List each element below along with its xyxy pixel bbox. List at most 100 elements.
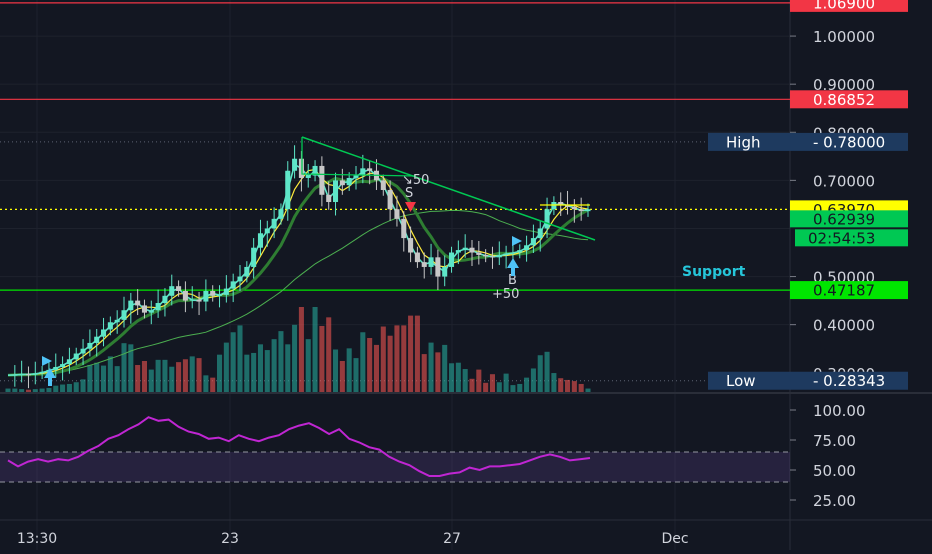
low-label-value: - 0.28343 <box>813 372 885 390</box>
candle-body <box>408 238 414 253</box>
volume-bar <box>53 385 59 392</box>
countdown-label: 02:54:53 <box>808 229 875 247</box>
volume-bar <box>319 325 325 392</box>
oscillator-line <box>7 416 591 477</box>
candle-body <box>442 266 448 277</box>
volume-bar <box>524 377 530 392</box>
candle-body <box>80 348 86 354</box>
volume-bar <box>5 388 11 392</box>
candle-body <box>503 253 509 255</box>
ma-label-bg <box>790 210 908 228</box>
oscillator-band <box>0 452 790 482</box>
sell-label: S <box>405 186 413 201</box>
candle-body <box>182 290 188 301</box>
volume-bar <box>442 344 448 392</box>
volume-bar <box>196 358 202 392</box>
osc-tick-label: 50.00 <box>813 462 856 480</box>
candle-body <box>455 250 461 253</box>
candle-body <box>162 295 168 304</box>
volume-bar <box>517 383 523 392</box>
volume-bar <box>373 344 379 392</box>
ma-fast-line <box>7 168 589 376</box>
candle-body <box>496 254 502 258</box>
candle-body <box>39 371 45 374</box>
candle-body <box>544 209 550 229</box>
sell-arrow-icon <box>405 202 416 212</box>
candle-body <box>121 310 127 320</box>
candle-body <box>203 290 209 302</box>
volume-bar <box>162 359 168 392</box>
candle-body <box>53 366 59 370</box>
volume-bar <box>530 368 536 392</box>
candle-body <box>285 170 291 210</box>
support-label: Support <box>682 264 746 280</box>
volume-bar <box>46 387 52 392</box>
level-label-mid: 0.86852 <box>813 91 875 109</box>
volume-bar <box>476 369 482 392</box>
volume-bar <box>87 365 93 392</box>
buy-qty: +50 <box>492 287 519 302</box>
candle-body <box>339 180 345 186</box>
candle-body <box>19 374 25 376</box>
volume-bar <box>394 325 400 392</box>
volume-bar <box>312 307 318 392</box>
candles <box>12 145 591 389</box>
volume-bar <box>176 362 182 392</box>
volume-bar <box>223 342 229 392</box>
volume-bar <box>285 344 291 392</box>
level-label-top: 1.06900 <box>813 0 875 12</box>
candle-body <box>380 180 386 190</box>
candle-body <box>510 252 516 254</box>
volume-bar <box>278 331 284 392</box>
candle-body <box>141 305 147 313</box>
candle-body <box>421 262 427 267</box>
candle-body <box>414 252 420 263</box>
price-tick-label: 0.40000 <box>813 317 875 335</box>
price-tick-label: 1.00000 <box>813 28 875 46</box>
price-tick-label: 0.90000 <box>813 76 875 94</box>
buy-label: B <box>508 273 517 288</box>
candle-body <box>524 245 530 251</box>
candle-body <box>60 364 66 367</box>
candle-body <box>257 233 263 248</box>
candle-body <box>135 300 141 306</box>
candle-body <box>169 286 175 296</box>
candle-body <box>230 281 236 289</box>
volume-bar <box>203 375 209 392</box>
candle-body <box>189 299 195 301</box>
volume-bar <box>32 389 38 392</box>
candle-body <box>565 204 571 207</box>
volume-bar <box>244 354 250 392</box>
volume-bar <box>271 339 277 392</box>
volume-bar <box>73 382 79 392</box>
countdown-bg <box>795 229 908 247</box>
candle-body <box>333 180 339 203</box>
volume-bar <box>578 383 584 392</box>
volume-bar <box>401 325 407 392</box>
volume-bar <box>298 307 304 392</box>
candle-body <box>237 276 243 282</box>
time-tick-label: 23 <box>221 531 239 547</box>
support-price-label: 0.47187 <box>813 282 875 300</box>
support-price-label-bg <box>790 281 908 300</box>
candle-body <box>367 168 373 171</box>
volume-bar <box>66 383 72 392</box>
osc-tick-label: 75.00 <box>813 432 856 450</box>
candle-body <box>244 266 250 277</box>
candle-body <box>114 319 120 323</box>
candle-body <box>128 300 134 311</box>
level-label-mid-bg <box>790 90 908 109</box>
candle-body <box>32 373 38 375</box>
volume-bar <box>80 379 86 392</box>
level-label-top-bg <box>790 0 908 12</box>
candle-body <box>326 194 332 203</box>
volume-bar <box>292 324 298 392</box>
volume-bar <box>435 352 441 392</box>
volume-bar <box>558 378 564 392</box>
candle-body <box>401 218 407 239</box>
candle-body <box>353 175 359 178</box>
volume-bar <box>264 350 270 392</box>
volume-bar <box>414 315 420 392</box>
